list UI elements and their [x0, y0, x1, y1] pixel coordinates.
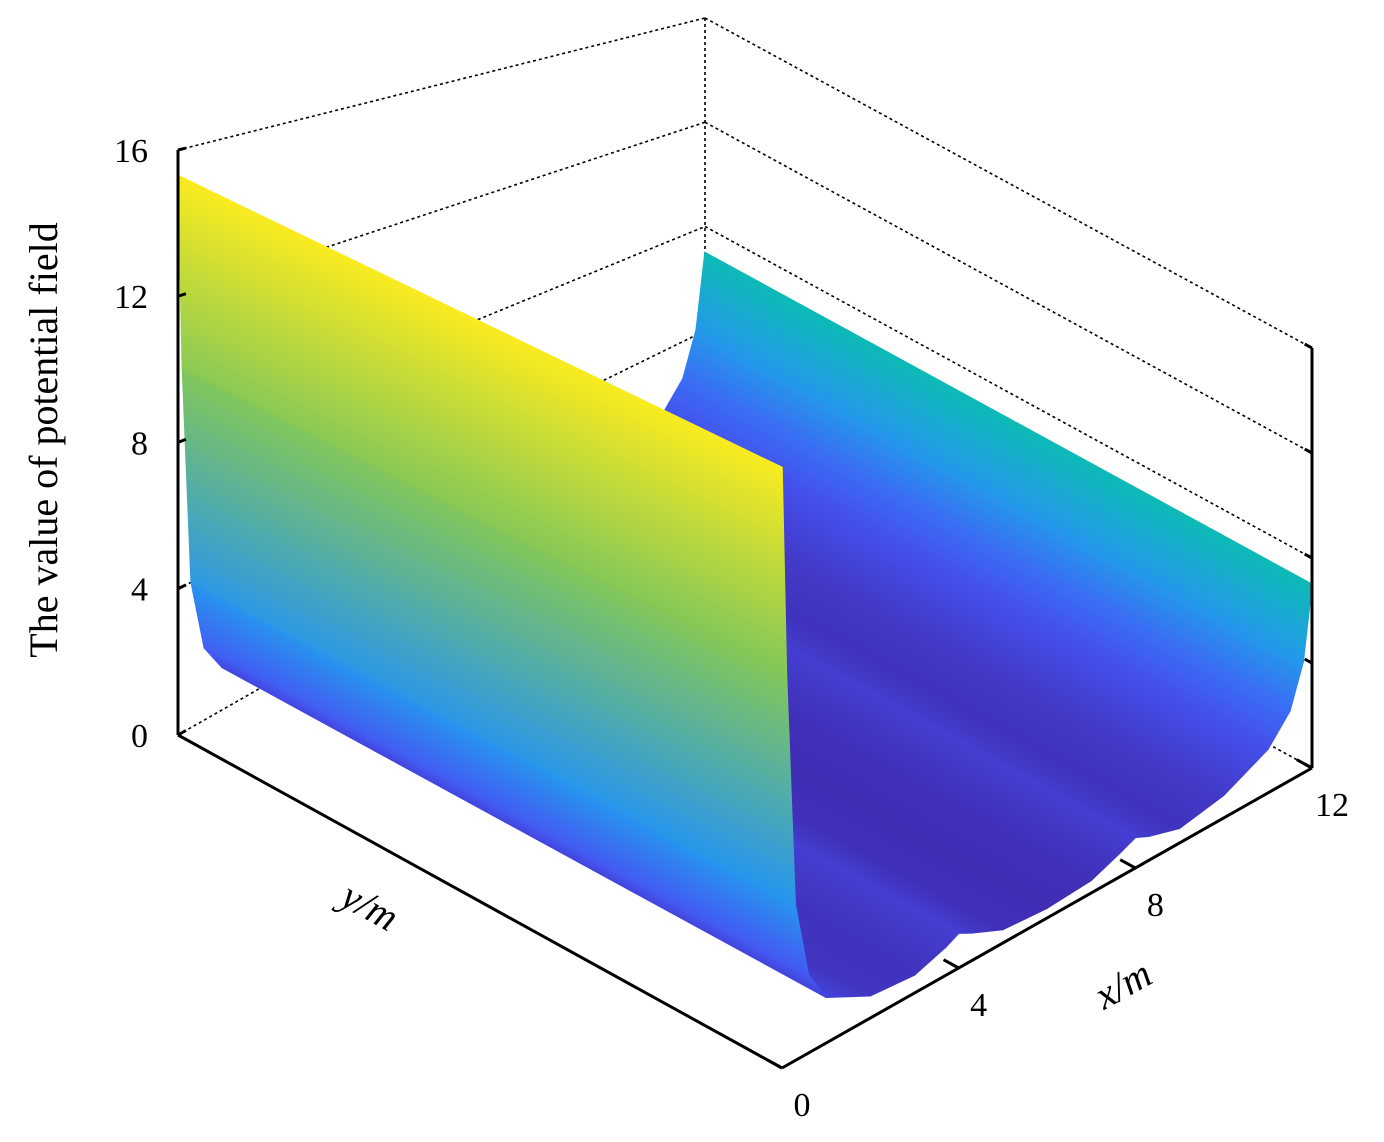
z-tick [1303, 552, 1313, 560]
x-tick [1296, 758, 1313, 770]
grid-line [704, 17, 1313, 349]
z-axis-label: The value of potential field [21, 222, 66, 657]
y-axis-label: y/m [330, 871, 406, 940]
x-axis-label: x/m [1086, 951, 1159, 1019]
z-tick [1303, 342, 1313, 350]
surface-strip [177, 174, 788, 675]
x-tick-label: 4 [970, 987, 987, 1024]
z-tick-label: 12 [114, 279, 148, 316]
z-tick-label: 4 [131, 572, 148, 609]
z-tick [177, 292, 187, 298]
z-tick-label: 8 [131, 425, 148, 462]
grid-line [704, 121, 1313, 454]
x-tick [1119, 858, 1137, 870]
grid-line [704, 225, 1313, 559]
x-tick-label: 8 [1147, 887, 1164, 924]
z-tick [1303, 657, 1313, 665]
z-tick [1303, 447, 1313, 455]
grid-line [177, 17, 706, 151]
x-tick [942, 958, 960, 970]
z-tick-label: 0 [131, 718, 148, 755]
x-tick [766, 1058, 783, 1070]
z-tick [177, 729, 187, 737]
z-tick [177, 583, 187, 591]
z-tick-label: 16 [114, 133, 148, 170]
x-tick-label: 0 [794, 1087, 811, 1124]
y-axis [177, 733, 783, 1070]
x-tick-label: 12 [1315, 787, 1349, 824]
z-tick [177, 437, 187, 444]
z-tick [177, 146, 187, 152]
x-axis [781, 766, 1313, 1070]
